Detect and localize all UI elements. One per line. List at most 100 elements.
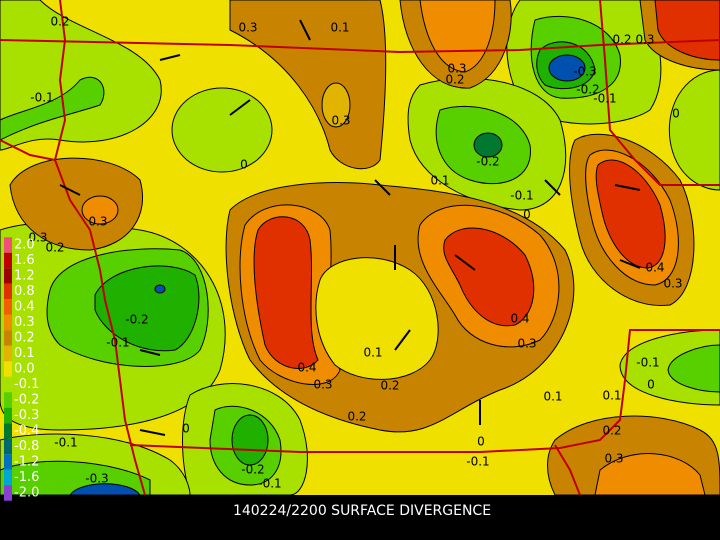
contour-label: 0.1 <box>430 174 449 188</box>
contour-label: 0 <box>240 158 248 172</box>
contour-label: 0.3 <box>331 114 350 128</box>
contour-label: -0.1 <box>466 455 489 469</box>
border <box>599 0 720 186</box>
contour-label: 0.2 <box>45 241 64 255</box>
legend-label: 0.1 <box>14 346 35 361</box>
wind-barb <box>454 254 476 271</box>
legend-swatch <box>4 283 12 300</box>
contour-label: 0 <box>523 208 531 222</box>
region <box>667 344 720 393</box>
contour-label: 0.3 <box>663 277 682 291</box>
contour-label: -0.2 <box>125 313 148 327</box>
region <box>94 265 200 352</box>
region <box>229 0 387 170</box>
border <box>0 39 720 54</box>
region <box>154 284 166 294</box>
contour-label: -0.1 <box>258 477 281 491</box>
contour-label: 0.1 <box>363 346 382 360</box>
legend-label: -0.4 <box>14 424 39 439</box>
color-legend: 2.01.61.20.80.40.30.20.10.0-0.1-0.2-0.3-… <box>4 237 39 501</box>
contour-label: 0.2 <box>380 379 399 393</box>
legend-swatch <box>4 454 12 470</box>
legend-swatch <box>4 423 12 439</box>
contour-labels: 0.2 0.3 0.1 0.3 0.2 0.2 0.3 -0.3 -0.2 -0… <box>28 15 682 491</box>
legend-swatch <box>4 469 12 486</box>
contour-label: -0.1 <box>636 356 659 370</box>
region <box>9 157 144 251</box>
legend-swatch <box>4 485 12 501</box>
contour-label: -0.1 <box>510 189 533 203</box>
legend-label: 1.6 <box>14 253 35 268</box>
contour-label: 0 <box>477 435 485 449</box>
legend-label: -1.6 <box>14 470 39 485</box>
wind-barb <box>619 259 641 269</box>
contour-label: -0.2 <box>576 83 599 97</box>
legend-label: -0.3 <box>14 408 39 423</box>
legend-swatch <box>4 237 12 253</box>
legend-label: 2.0 <box>14 238 35 253</box>
region <box>81 195 119 225</box>
contour-label: 0.3 <box>238 21 257 35</box>
contour-label: 0 <box>672 107 680 121</box>
region <box>321 82 351 128</box>
legend-swatch <box>4 438 12 455</box>
wind-barb <box>544 179 561 196</box>
state-borders <box>0 0 720 496</box>
contour-label: 0.2 <box>612 33 631 47</box>
region <box>443 227 535 327</box>
legend-swatch <box>4 268 12 284</box>
legend-swatch <box>4 314 12 331</box>
wind-barb <box>139 349 161 356</box>
contour-label: 0.3 <box>517 337 536 351</box>
region <box>0 77 105 141</box>
region <box>595 159 666 269</box>
contour-label: 0.4 <box>510 312 529 326</box>
border <box>0 139 56 161</box>
legend-label: -0.2 <box>14 393 39 408</box>
legend-label: -1.2 <box>14 455 39 470</box>
contour-label: 0.3 <box>313 378 332 392</box>
contour-fill <box>0 0 720 496</box>
contour-label: 0.2 <box>445 73 464 87</box>
contour-label: -0.2 <box>241 463 264 477</box>
contour-label: -0.1 <box>30 91 53 105</box>
region <box>171 87 273 173</box>
contour-label: 0.4 <box>297 361 316 375</box>
contour-label: 0.3 <box>88 215 107 229</box>
contour-label: 0.3 <box>447 62 466 76</box>
legend-label: 0.4 <box>14 300 35 315</box>
legend-label: -0.1 <box>14 377 39 392</box>
contour-label: 0.3 <box>28 231 47 245</box>
contour-label: 0.3 <box>635 33 654 47</box>
legend-swatch <box>4 252 12 269</box>
legend-label: -2.0 <box>14 486 39 501</box>
wind-barb <box>139 429 166 436</box>
legend-label: -0.8 <box>14 439 39 454</box>
wind-barb <box>229 99 251 116</box>
region <box>668 69 720 191</box>
wind-barb <box>614 184 641 191</box>
wind-barb <box>394 329 411 351</box>
region <box>315 257 439 380</box>
border <box>554 444 581 496</box>
legend-label: 0.0 <box>14 362 35 377</box>
legend-swatch <box>4 330 12 346</box>
legend-swatch <box>4 345 12 362</box>
region <box>419 0 496 73</box>
contour-label: 0.1 <box>330 21 349 35</box>
region <box>548 54 586 82</box>
legend-swatch <box>4 407 12 424</box>
contour-label: 0.1 <box>602 389 621 403</box>
contour-label: 0.4 <box>645 261 664 275</box>
contour-label: 0.2 <box>50 15 69 29</box>
contour-label: 0.3 <box>604 452 623 466</box>
contour-label: 0.1 <box>543 390 562 404</box>
contour-label: 0 <box>647 378 655 392</box>
region <box>473 132 503 158</box>
wind-barb <box>299 19 311 41</box>
contour-label: -0.2 <box>476 155 499 169</box>
legend-swatch <box>4 361 12 377</box>
contour-label: 0.2 <box>347 410 366 424</box>
